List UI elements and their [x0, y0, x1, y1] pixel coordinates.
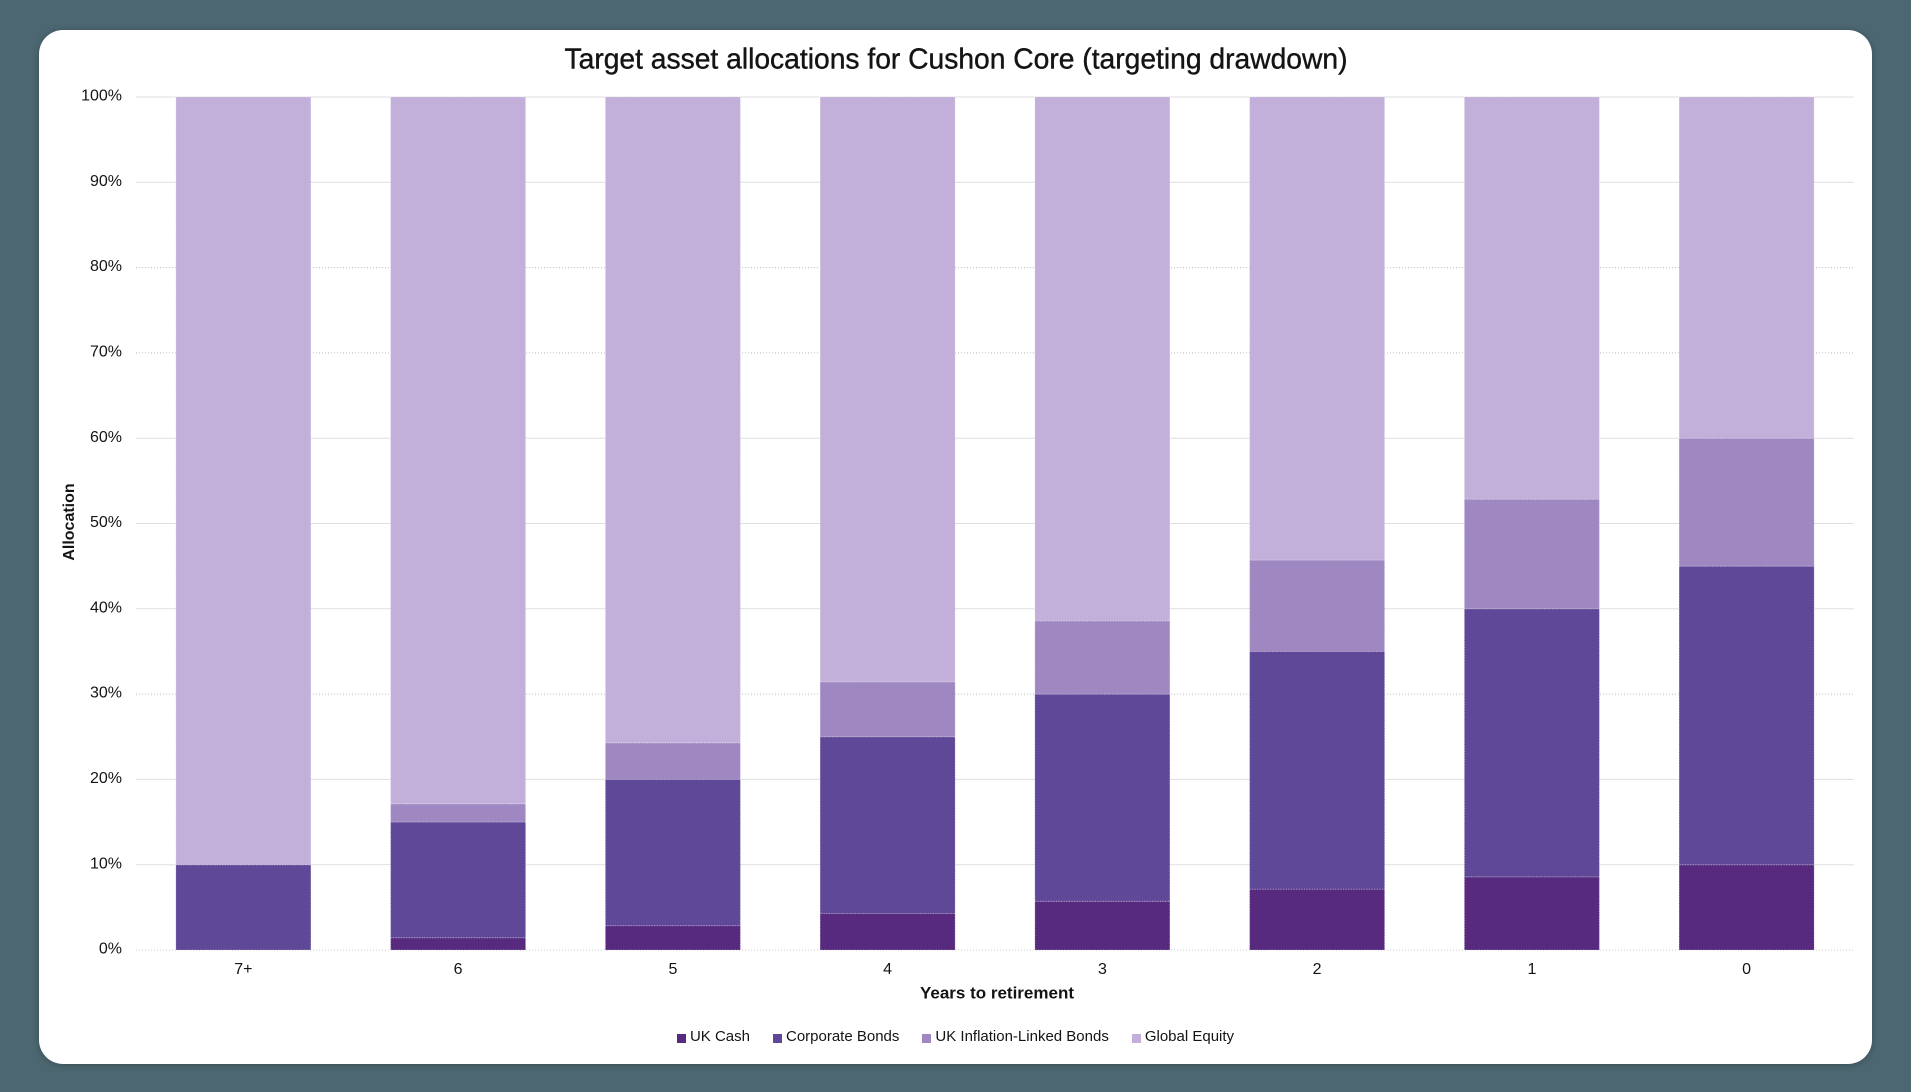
svg-text:70%: 70% — [90, 344, 122, 361]
svg-text:50%: 50% — [90, 514, 122, 531]
svg-text:90%: 90% — [90, 173, 122, 190]
svg-text:1: 1 — [1527, 961, 1536, 978]
svg-text:10%: 10% — [90, 855, 122, 872]
svg-text:0: 0 — [1742, 961, 1751, 978]
svg-text:Years to retirement: Years to retirement — [920, 984, 1074, 1003]
svg-text:7+: 7+ — [234, 961, 252, 978]
svg-text:Target asset allocations for C: Target asset allocations for Cushon Core… — [565, 44, 1348, 76]
svg-text:3: 3 — [1098, 961, 1107, 978]
svg-text:Allocation: Allocation — [61, 483, 78, 560]
svg-text:40%: 40% — [90, 599, 122, 616]
svg-text:20%: 20% — [90, 770, 122, 787]
svg-text:100%: 100% — [81, 88, 122, 105]
svg-text:4: 4 — [883, 961, 892, 978]
svg-text:6: 6 — [454, 961, 463, 978]
svg-text:2: 2 — [1313, 961, 1322, 978]
svg-text:5: 5 — [668, 961, 677, 978]
svg-text:80%: 80% — [90, 258, 122, 275]
svg-text:60%: 60% — [90, 429, 122, 446]
svg-text:30%: 30% — [90, 685, 122, 702]
svg-text:0%: 0% — [99, 941, 122, 958]
